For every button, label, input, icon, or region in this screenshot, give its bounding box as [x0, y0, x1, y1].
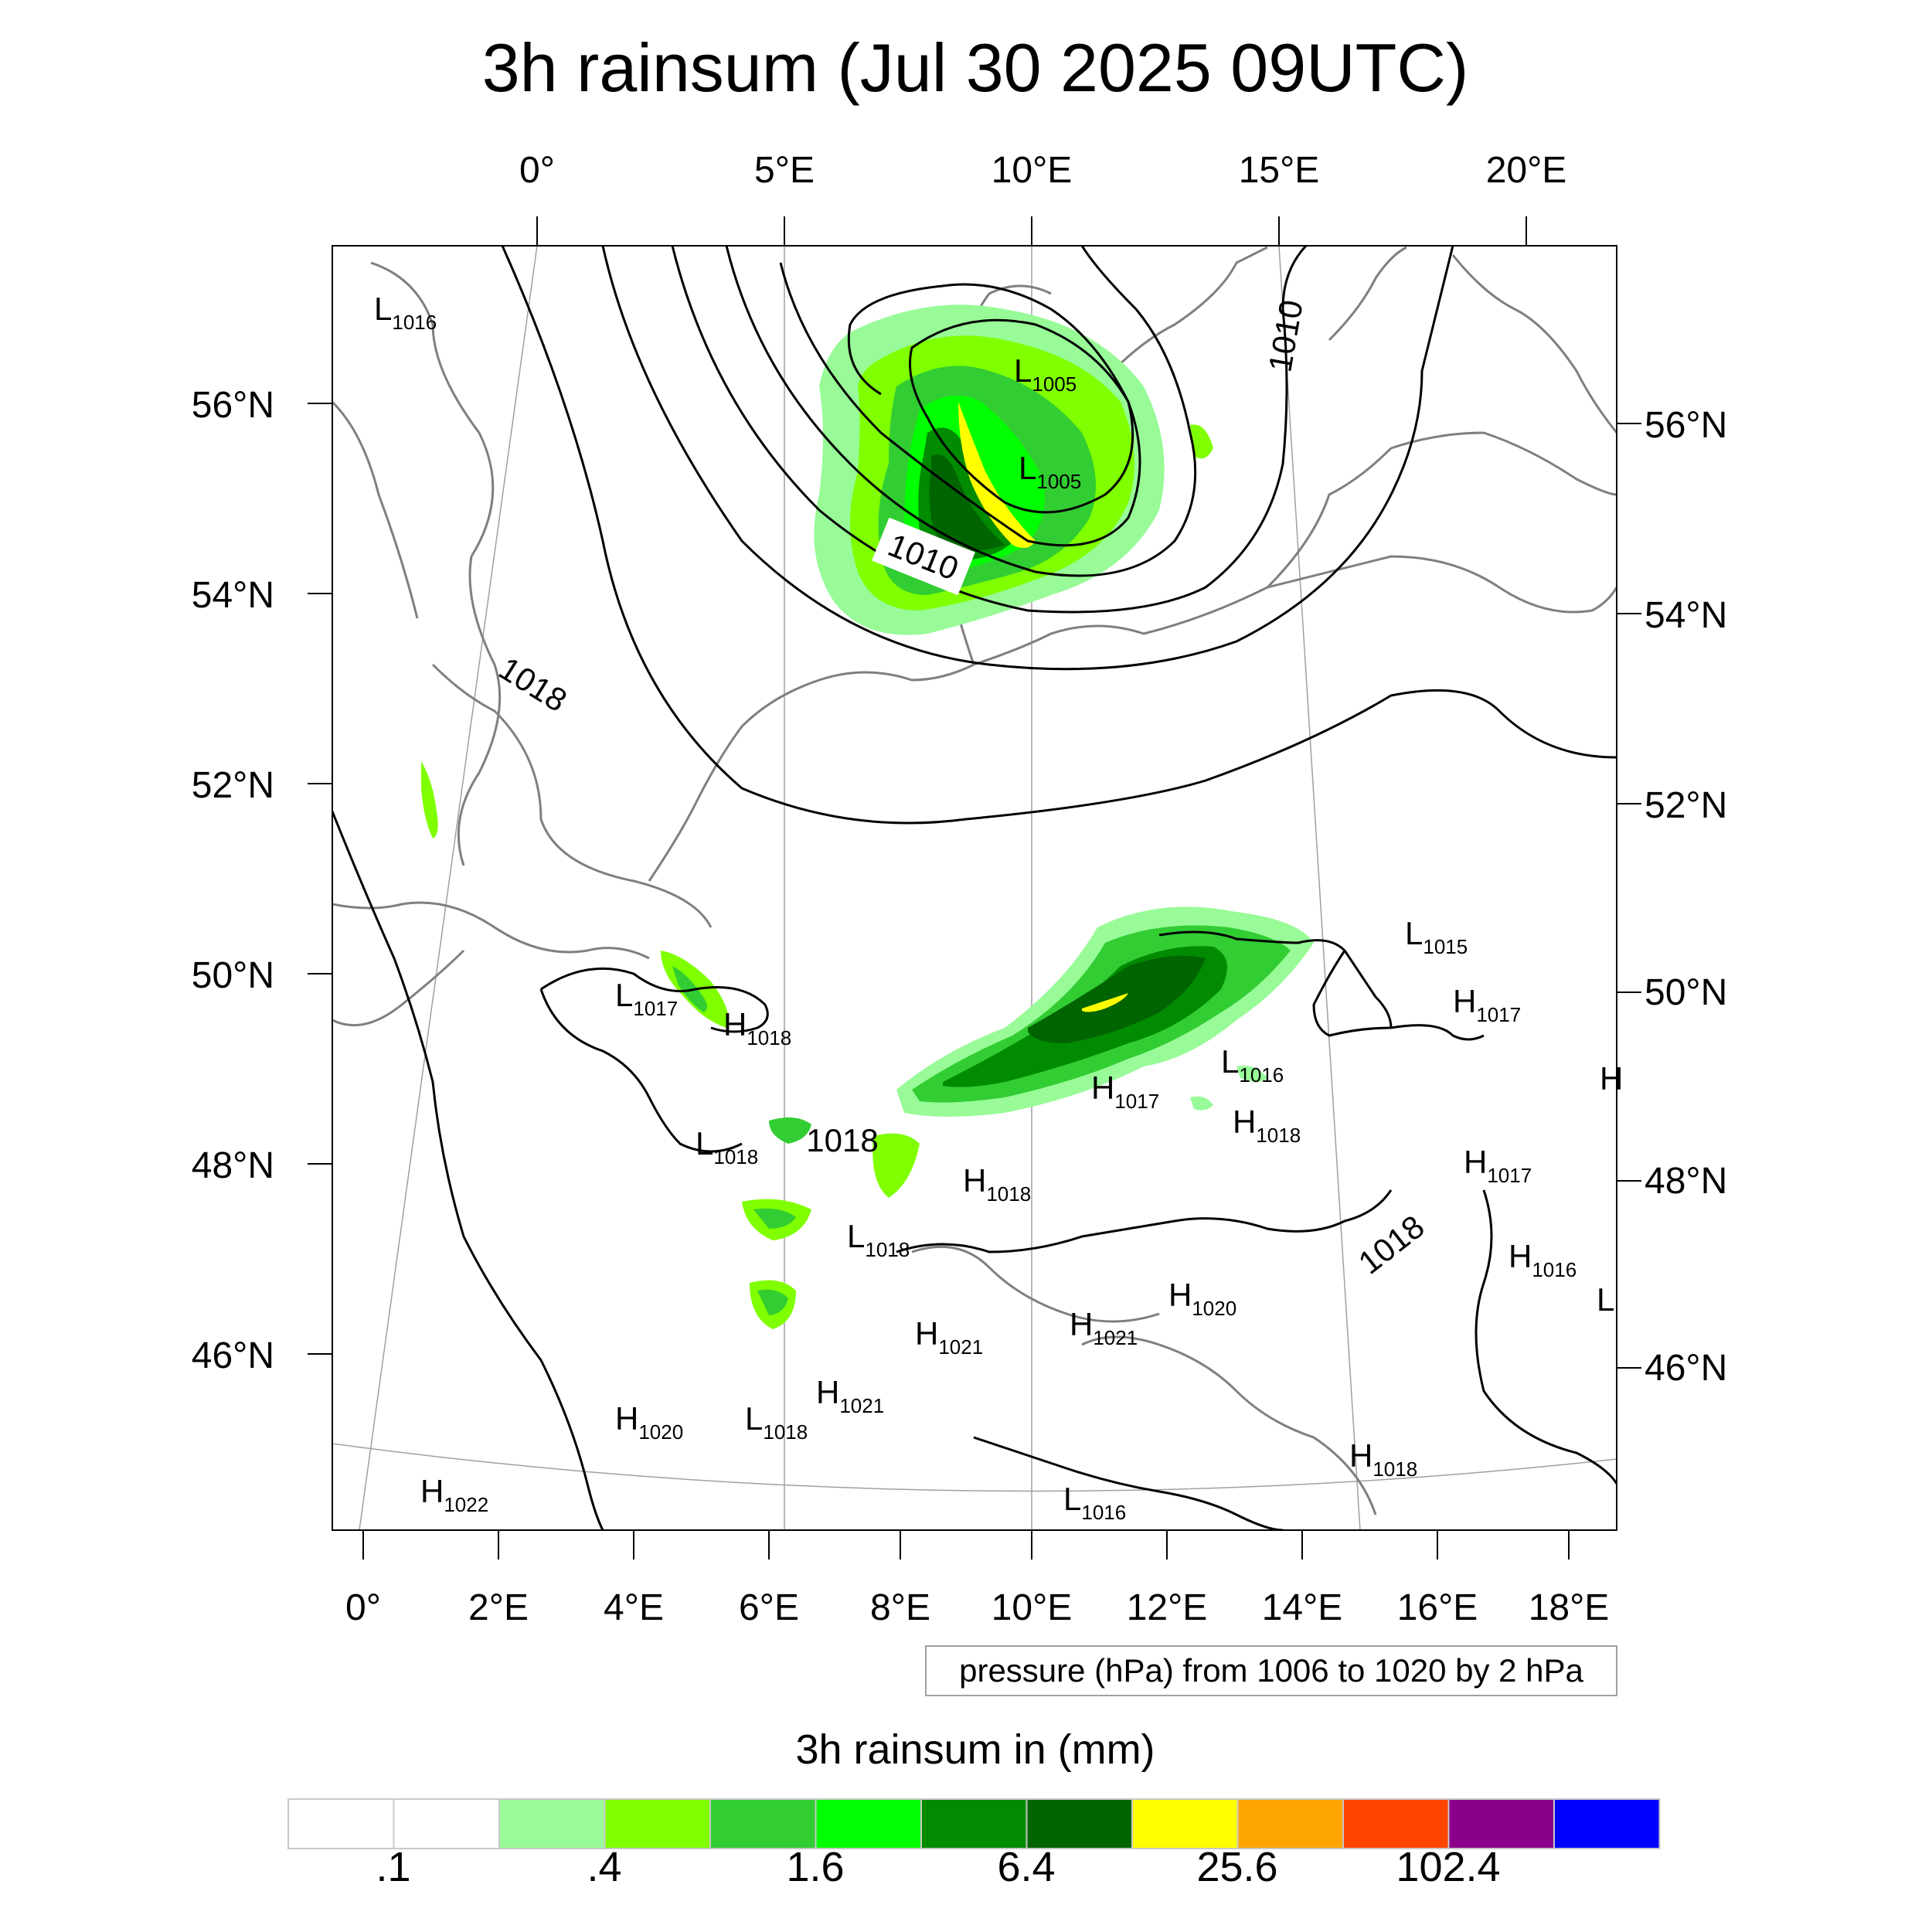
rain-west-scattered — [421, 424, 1267, 1329]
right-lat-label: 54°N — [1645, 595, 1727, 636]
pressure-system: L1018 — [696, 1125, 758, 1168]
pressure-system: H1018 — [723, 1006, 791, 1049]
map-title: 3h rainsum (Jul 30 2025 09UTC) — [482, 29, 1469, 106]
colorbar-box — [1026, 1798, 1133, 1849]
bottom-lon-label: 8°E — [870, 1587, 930, 1628]
pressure-system: L1018 — [847, 1218, 910, 1261]
left-lat-label: 46°N — [192, 1335, 274, 1376]
colorbar-boxes — [287, 1798, 1661, 1849]
pressure-system: H1017 — [1453, 983, 1521, 1026]
colorbar-box — [815, 1798, 922, 1849]
pressure-system: H1020 — [1168, 1277, 1236, 1320]
colorbar-label: 1.6 — [786, 1844, 844, 1890]
contour-label: 1018 — [1352, 1208, 1431, 1281]
right-latitude-labels: 56°N 54°N 52°N 50°N 48°N 46°N — [1645, 405, 1727, 1389]
bottom-lon-label: 18°E — [1529, 1587, 1610, 1628]
contour-info-text: pressure (hPa) from 1006 to 1020 by 2 hP… — [959, 1652, 1583, 1689]
top-longitude-ticks — [536, 216, 1527, 246]
left-lat-label: 56°N — [192, 385, 274, 426]
right-lat-label: 52°N — [1645, 785, 1727, 826]
pressure-system: L1017 — [615, 977, 678, 1020]
contour-label: 1018 — [493, 650, 573, 719]
top-lon-label: 20°E — [1486, 150, 1567, 191]
contour-label: 1018 — [806, 1122, 878, 1158]
pressure-system: H1018 — [1233, 1104, 1301, 1147]
bottom-lon-label: 16°E — [1397, 1587, 1478, 1628]
contour-label-boxes — [872, 517, 975, 596]
pressure-system: L1018 — [745, 1400, 808, 1444]
colorbar-box — [1131, 1798, 1239, 1849]
left-lat-label: 54°N — [192, 575, 274, 616]
top-longitude-labels: 0° 5°E 10°E 15°E 20°E — [519, 150, 1566, 191]
colorbar-title: 3h rainsum in (mm) — [795, 1726, 1155, 1773]
pressure-system: L1005 — [1014, 352, 1077, 396]
map-frame — [332, 245, 1617, 1531]
bottom-lon-label: 2°E — [468, 1587, 529, 1628]
contour-info-box: pressure (hPa) from 1006 to 1020 by 2 hP… — [925, 1645, 1617, 1696]
colorbar-box — [393, 1798, 500, 1849]
pressure-system: H1021 — [915, 1315, 983, 1359]
colorbar-box — [1447, 1798, 1555, 1849]
right-lat-label: 46°N — [1645, 1348, 1727, 1389]
left-lat-label: 50°N — [192, 955, 274, 996]
colorbar-box — [1553, 1798, 1661, 1849]
colorbar: 3h rainsum in (mm) .1 .4 1.6 6.4 25.6 10… — [287, 1726, 1661, 1890]
pressure-system: H1021 — [1070, 1306, 1138, 1349]
left-lat-label: 48°N — [192, 1145, 274, 1186]
left-latitude-labels: 56°N 54°N 52°N 50°N 48°N 46°N — [192, 385, 274, 1376]
pressure-system: L1016 — [1063, 1481, 1126, 1524]
pressure-system: L — [1597, 1281, 1614, 1318]
pressure-system: H — [1600, 1060, 1623, 1097]
left-latitude-ticks — [308, 403, 332, 1355]
colorbar-box — [498, 1798, 606, 1849]
right-lat-label: 48°N — [1645, 1161, 1727, 1202]
colorbar-label: 102.4 — [1396, 1844, 1500, 1890]
top-lon-label: 10°E — [992, 150, 1073, 191]
bottom-lon-label: 6°E — [739, 1587, 799, 1628]
pressure-system: H1021 — [816, 1374, 884, 1417]
bottom-lon-label: 0° — [345, 1587, 381, 1628]
isobars — [332, 246, 1617, 1530]
right-lat-label: 56°N — [1645, 405, 1727, 446]
pressure-system: L1005 — [1019, 450, 1081, 493]
pressure-system: H1018 — [1349, 1437, 1417, 1481]
bottom-longitude-labels: 0° 2°E 4°E 6°E 8°E 10°E 12°E 14°E 16°E 1… — [345, 1587, 1609, 1628]
colorbar-box — [920, 1798, 1028, 1849]
colorbar-label: 25.6 — [1196, 1844, 1277, 1890]
colorbar-label: .4 — [587, 1844, 621, 1890]
colorbar-box — [604, 1798, 711, 1849]
rain-north-system — [814, 304, 1165, 635]
colorbar-label: 6.4 — [997, 1844, 1055, 1890]
top-lon-label: 0° — [519, 150, 555, 191]
pressure-system: L1016 — [374, 291, 437, 334]
bottom-longitude-ticks — [362, 1530, 1570, 1560]
colorbar-box — [709, 1798, 817, 1849]
colorbar-box — [287, 1798, 395, 1849]
right-lat-label: 50°N — [1645, 972, 1727, 1013]
colorbar-box — [1342, 1798, 1450, 1849]
map-content — [332, 246, 1617, 1530]
right-latitude-ticks — [1617, 423, 1641, 1369]
pressure-system: H1017 — [1464, 1144, 1532, 1187]
bottom-lon-label: 14°E — [1262, 1587, 1343, 1628]
top-lon-label: 15°E — [1239, 150, 1320, 191]
pressure-system: H1018 — [963, 1162, 1031, 1206]
bottom-lon-label: 4°E — [604, 1587, 664, 1628]
pressure-system: L1015 — [1405, 915, 1468, 958]
contour-label: 1010 — [1261, 298, 1310, 375]
bottom-lon-label: 10°E — [992, 1587, 1073, 1628]
bottom-lon-label: 12°E — [1127, 1587, 1208, 1628]
pressure-system: H1022 — [420, 1473, 488, 1516]
left-lat-label: 52°N — [192, 765, 274, 806]
colorbar-label: .1 — [376, 1844, 410, 1890]
pressure-system: H1020 — [615, 1400, 683, 1444]
pressure-system: H1016 — [1509, 1238, 1577, 1281]
top-lon-label: 5°E — [754, 150, 815, 191]
pressure-systems: L1016 L1005 L1005 L1015 H1017 L1017 H101… — [374, 291, 1623, 1524]
pressure-system: L1016 — [1221, 1043, 1284, 1087]
rain-central-system — [896, 906, 1314, 1117]
pressure-system: H1017 — [1091, 1070, 1159, 1113]
colorbar-box — [1236, 1798, 1344, 1849]
